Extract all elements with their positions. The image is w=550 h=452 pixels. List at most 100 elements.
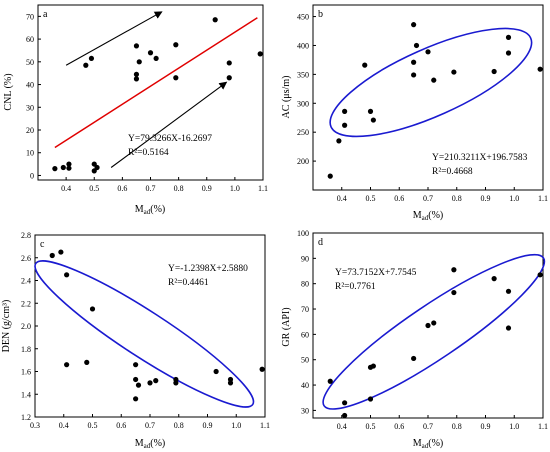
panel-a-data-point <box>94 164 100 171</box>
panel-d-xtick-label: 0.6 <box>394 422 404 431</box>
panel-c-equation: Y=-1.2398X+2.5880 <box>168 264 248 274</box>
panel-d-data-point <box>411 355 417 362</box>
panel-a-data-point <box>66 161 72 167</box>
panel-b-xtick-label: 0.4 <box>337 194 347 203</box>
panel-c-xtick-label: 1.0 <box>231 421 241 430</box>
panel-c-marks: 0.3 0.4 0.5 0.6 0.7 0.8 0.9 1.0 1.1 1.2 1.4 1.6 1.8 2… <box>21 231 270 430</box>
panel-a-data-point <box>60 164 66 171</box>
panel-d-data-point <box>370 363 376 369</box>
panel-c-data-point <box>259 366 265 372</box>
panel-a-data-point <box>133 76 140 82</box>
panel-d-xtick-label: 1.1 <box>538 422 548 431</box>
panel-c-data-point <box>49 252 55 259</box>
panel-d-xtick-label: 1.0 <box>509 422 519 431</box>
panel-a-xtick-label: 0.9 <box>202 184 212 193</box>
panel-b-ylabel: AC (μs/m) <box>281 76 292 119</box>
panel-b-letter: b <box>318 9 323 20</box>
panel-a-xtick-label: 0.5 <box>89 184 99 193</box>
panel-b-data-point <box>336 138 342 144</box>
panel-b-data-point <box>505 50 512 56</box>
panel-d-ytick-label: 100 <box>297 229 309 238</box>
panel-d-data-point <box>537 272 543 278</box>
panel-b-xtick-label: 0.6 <box>394 194 404 203</box>
panel-d-xlabel-main: M <box>413 438 422 449</box>
panel-c-ytick-label: 1.6 <box>21 368 31 377</box>
panel-a-data-point <box>173 42 179 48</box>
panel-a-trend-arrow <box>65 11 163 66</box>
panel-a-ytick-label: 10 <box>26 149 34 158</box>
panel-d-equation: Y=73.7152X+7.7545 <box>335 268 417 278</box>
panel-c-letter: c <box>40 239 45 250</box>
panel-d-letter: d <box>318 237 323 248</box>
panel-c-ytick-label: 1.4 <box>21 390 31 399</box>
panel-d-marks: 0.4 0.5 0.6 0.7 0.8 0.9 1.0 1.1 30 40 50 60 70 80 90 10… <box>297 229 548 431</box>
panel-d-ytick-label: 80 <box>301 280 309 289</box>
panel-b-xtick-label: 0.7 <box>423 194 433 203</box>
panel-b-xlabel-tail: (%) <box>428 210 443 221</box>
panel-a-data-point <box>136 59 142 65</box>
panel-c-xtick-label: 0.3 <box>30 421 40 430</box>
panel-d-xtick-label: 0.8 <box>452 422 462 431</box>
panel-c-xtick-label: 1.1 <box>260 421 270 430</box>
panel-b-data-point <box>370 117 376 123</box>
panel-c-data-point <box>84 359 90 365</box>
panel-c-ellipse <box>34 260 255 408</box>
panel-b-data-point <box>411 59 417 65</box>
panel-d-xlabel-tail: (%) <box>428 438 443 449</box>
panel-c-data-point <box>133 396 139 402</box>
panel-c-xtick-label: 0.4 <box>59 421 69 430</box>
panel-d-xlabel-sub: ad <box>422 442 429 450</box>
panel-d-ytick-label: 60 <box>301 330 309 339</box>
panel-c-ytick-label: 2.6 <box>21 254 31 263</box>
panel-d-xtick-label: 0.5 <box>366 422 376 431</box>
panel-a-xlabel: Mad(%) <box>135 204 166 216</box>
panel-b-data-point <box>491 68 497 75</box>
panel-b-data-point <box>367 108 374 114</box>
panel-c-data-point <box>133 362 139 368</box>
panel-d-data-point <box>367 396 374 402</box>
panel-a-xlabel-tail: (%) <box>150 204 165 215</box>
panel-a-data-point <box>52 166 58 172</box>
panel-b-xlabel-sub: ad <box>422 214 429 222</box>
panel-a-xtick-label: 0.7 <box>146 184 156 193</box>
panel-b-xtick-label: 0.8 <box>452 194 462 203</box>
panel-c-xlabel-tail: (%) <box>150 438 165 449</box>
panel-a-data-point <box>173 75 179 81</box>
panel-d-xtick-label: 0.9 <box>481 422 491 431</box>
panel-b-data-point <box>431 77 437 83</box>
panel-b-ytick-label: 200 <box>297 157 309 166</box>
panel-c-xtick-label: 0.8 <box>174 421 184 430</box>
panel-a-data-point <box>88 55 95 62</box>
panel-d-data-point <box>425 322 431 329</box>
panel-a-data-point <box>257 51 263 57</box>
panel-c-xtick-label: 0.7 <box>145 421 155 430</box>
panel-d-data-point <box>451 289 457 296</box>
panel-a-marks: 0.4 0.5 0.6 0.7 0.8 0.9 1.0 1.1 0 10 20 30 40 50 60 70 <box>26 11 268 193</box>
panel-c-ytick-label: 2.4 <box>21 277 31 286</box>
panel-c-ytick-label: 2.0 <box>21 322 31 331</box>
panel-b-ytick-label: 350 <box>297 70 309 79</box>
panel-a-xtick-label: 1.1 <box>258 184 268 193</box>
panel-c-xtick-label: 0.5 <box>88 421 98 430</box>
panel-a-data-point <box>133 43 140 49</box>
panel-d-ytick-label: 50 <box>301 356 309 365</box>
panel-d-data-point <box>342 400 348 406</box>
panel-d-ytick-label: 30 <box>301 406 309 415</box>
panel-a-xlabel-main: M <box>135 204 144 215</box>
panel-c-data-point <box>64 272 70 278</box>
panel-d-data-point <box>505 288 512 294</box>
panel-c-xlabel-sub: ad <box>144 442 151 450</box>
panel-a-ytick-label: 70 <box>26 12 34 21</box>
panel-c: c 0.3 0.4 0.5 0.6 0.7 0.8 0.9 1.0 1.1 1.2 1.4 1.6 1.… <box>1 231 270 450</box>
panel-a-regression-line <box>54 17 258 149</box>
panel-b-r2: R²=0.4668 <box>432 167 473 177</box>
panel-a-letter: a <box>43 9 48 20</box>
panel-a-ytick-label: 60 <box>26 35 34 44</box>
panel-b-data-point <box>411 72 417 78</box>
panel-a-data-point <box>133 71 140 77</box>
panel-b-data-point <box>505 34 512 40</box>
panel-a-ytick-label: 30 <box>26 103 34 112</box>
panel-d-data-point <box>451 267 457 273</box>
panel-c-data-point <box>227 380 234 386</box>
